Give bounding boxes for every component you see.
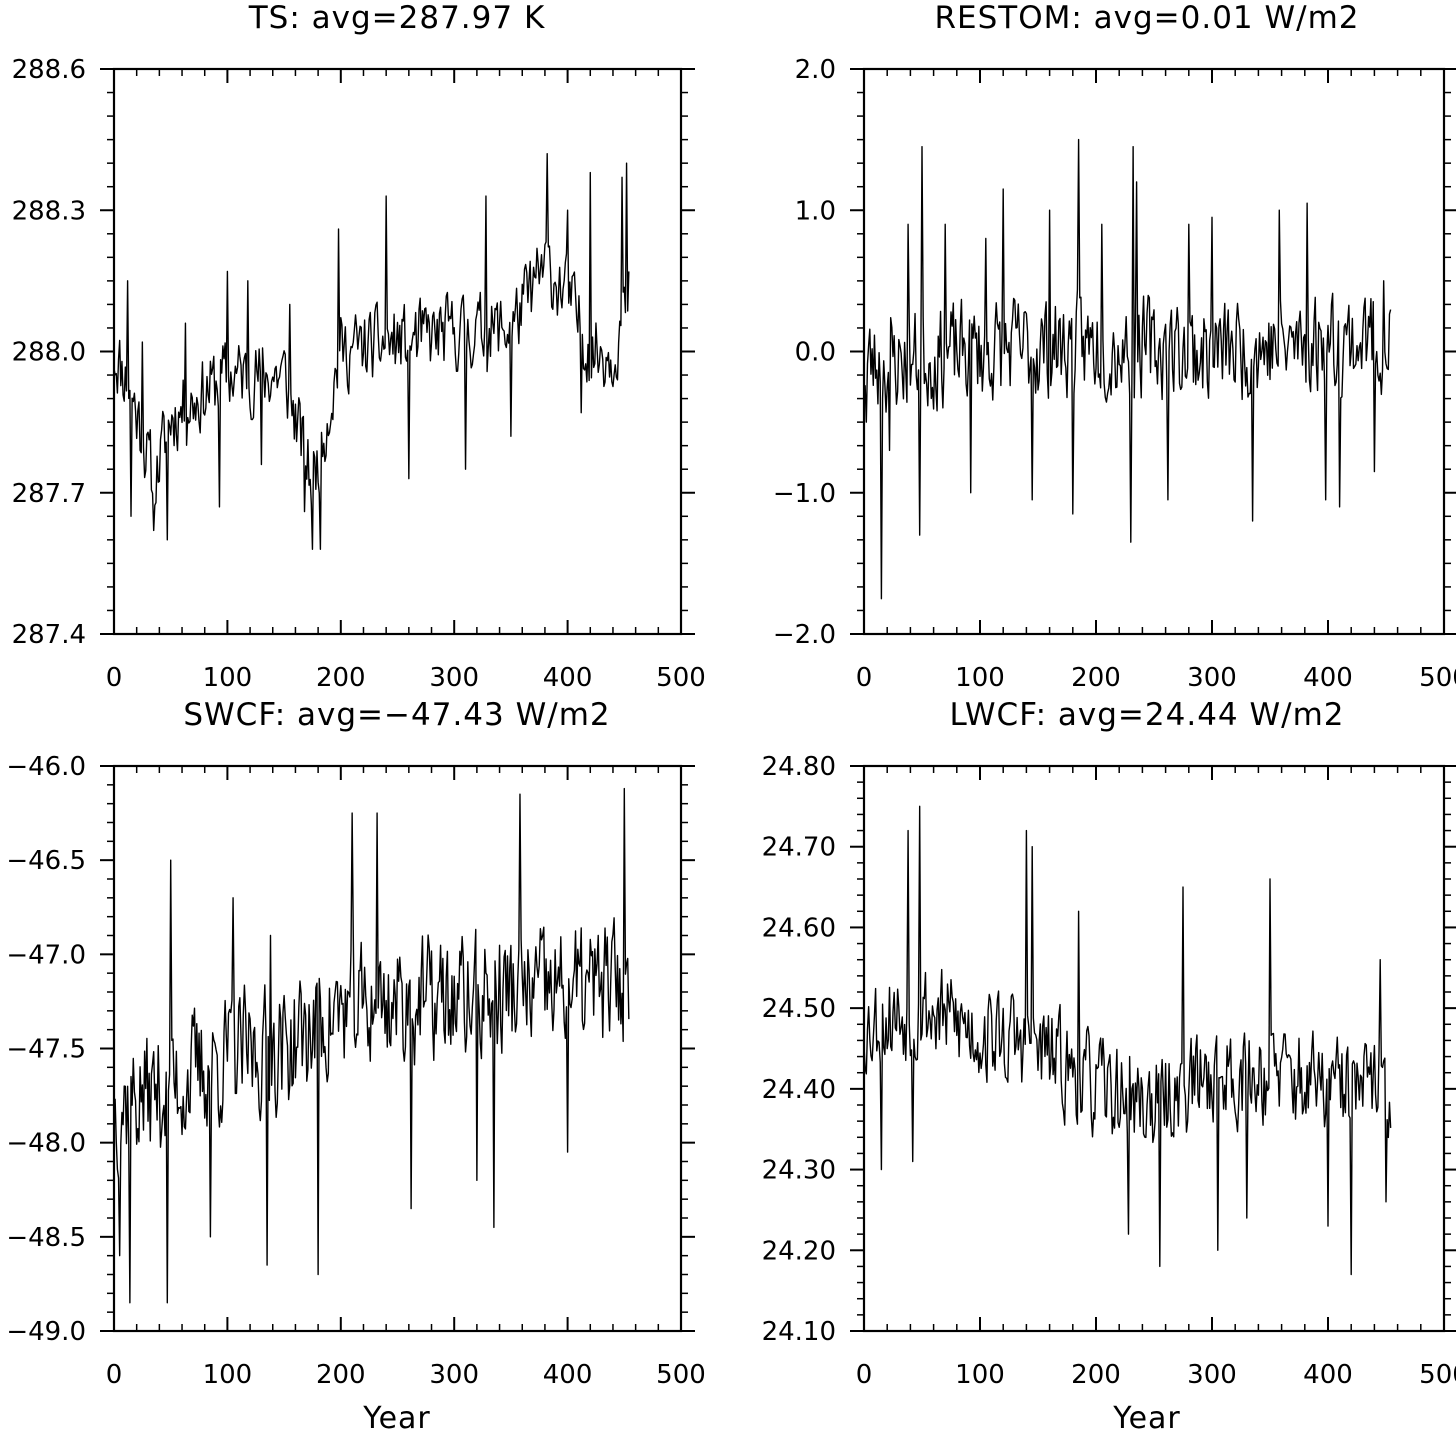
- panel-lwcf-ytick-label: 24.70: [762, 833, 836, 863]
- panel-swcf-ytick-label: −48.0: [6, 1129, 86, 1159]
- panel-restom-xtick-label: 500: [1419, 663, 1456, 693]
- panel-lwcf-xtick-label: 500: [1419, 1360, 1456, 1390]
- panel-restom: RESTOM: avg=0.01 W/m2 0 100 200 300 400 500 −2…: [773, 0, 1456, 693]
- panel-lwcf-xtick-label: 200: [1071, 1360, 1121, 1390]
- panel-ts-xtick-label: 100: [203, 663, 253, 693]
- panel-ts-xtick-label: 500: [656, 663, 706, 693]
- panel-ts-ytick-label: 287.7: [12, 479, 86, 509]
- panel-lwcf-ytick-label: 24.60: [762, 913, 836, 943]
- panel-swcf-xtick-label: 100: [203, 1360, 253, 1390]
- panel-restom-ytick-label: 1.0: [795, 196, 836, 226]
- panel-ts-title: TS: avg=287.97 K: [248, 0, 546, 36]
- panel-swcf-series-line: [113, 787, 630, 1304]
- panel-swcf-ytick-label: −46.0: [6, 752, 86, 782]
- panel-swcf-xtick-label: 200: [316, 1360, 366, 1390]
- panel-swcf-ytick-label: −47.5: [6, 1035, 86, 1065]
- panel-ts-xtick-label: 0: [106, 663, 123, 693]
- panel-ts-frame: [112, 67, 683, 636]
- panel-ts-xtick-label: 300: [429, 663, 479, 693]
- panel-ts-ytick-label: 288.0: [12, 338, 86, 368]
- panel-swcf-title: SWCF: avg=−47.43 W/m2: [183, 697, 610, 733]
- panel-restom-xtick-label: 0: [856, 663, 873, 693]
- panel-lwcf-series-line: [863, 805, 1392, 1276]
- panel-swcf-xlabel: Year: [362, 1401, 431, 1433]
- panel-ts-ytick-label: 288.6: [12, 55, 86, 85]
- panel-swcf-xtick-label: 500: [656, 1360, 706, 1390]
- panel-restom-xtick-label: 100: [955, 663, 1005, 693]
- panel-swcf-xtick-label: 400: [543, 1360, 593, 1390]
- panel-restom-xtick-label: 400: [1303, 663, 1353, 693]
- panel-swcf-ytick-label: −48.5: [6, 1223, 86, 1253]
- panel-lwcf-ytick-label: 24.80: [762, 752, 836, 782]
- panel-lwcf-title: LWCF: avg=24.44 W/m2: [949, 697, 1344, 733]
- panel-lwcf-ytick-label: 24.30: [762, 1156, 836, 1186]
- panel-ts-ytick-label: 288.3: [12, 196, 86, 226]
- panel-lwcf-xtick-label: 300: [1187, 1360, 1237, 1390]
- panel-restom-ytick-label: −2.0: [773, 620, 836, 650]
- panel-lwcf-ytick-label: 24.10: [762, 1317, 836, 1347]
- panel-ts-ytick-label: 287.4: [12, 620, 86, 650]
- panel-lwcf-xtick-label: 100: [955, 1360, 1005, 1390]
- panel-swcf-xtick-label: 300: [429, 1360, 479, 1390]
- panel-ts-xtick-label: 400: [543, 663, 593, 693]
- panel-restom-ytick-label: −1.0: [773, 479, 836, 509]
- panel-restom-ytick-label: 0.0: [795, 338, 836, 368]
- panel-restom-xtick-label: 300: [1187, 663, 1237, 693]
- panel-swcf: SWCF: avg=−47.43 W/m2 0 100 200 300 400 500 −4…: [6, 697, 706, 1433]
- panel-ts-xtick-label: 200: [316, 663, 366, 693]
- panel-swcf-xtick-label: 0: [106, 1360, 123, 1390]
- panel-restom-ytick-label: 2.0: [795, 55, 836, 85]
- panel-restom-xtick-label: 200: [1071, 663, 1121, 693]
- panel-ts-series-line: [113, 153, 630, 550]
- panel-lwcf-xlabel: Year: [1112, 1401, 1181, 1433]
- panel-lwcf-ytick-label: 24.20: [762, 1236, 836, 1266]
- panel-ts: TS: avg=287.97 K 0 100 200 300 400 500 287.4 28…: [12, 0, 706, 693]
- panel-lwcf-ytick-label: 24.40: [762, 1075, 836, 1105]
- panel-restom-title: RESTOM: avg=0.01 W/m2: [934, 0, 1359, 36]
- panel-restom-series-line: [863, 138, 1392, 600]
- panel-lwcf: LWCF: avg=24.44 W/m2 0 100 200 300 400 500 24.…: [762, 697, 1456, 1433]
- panel-lwcf-ytick-label: 24.50: [762, 994, 836, 1024]
- panel-swcf-ytick-label: −49.0: [6, 1317, 86, 1347]
- panel-swcf-ytick-label: −47.0: [6, 940, 86, 970]
- panel-lwcf-xtick-label: 400: [1303, 1360, 1353, 1390]
- panel-swcf-ytick-label: −46.5: [6, 846, 86, 876]
- panel-lwcf-xtick-label: 0: [856, 1360, 873, 1390]
- panel-lwcf-frame: [862, 764, 1446, 1333]
